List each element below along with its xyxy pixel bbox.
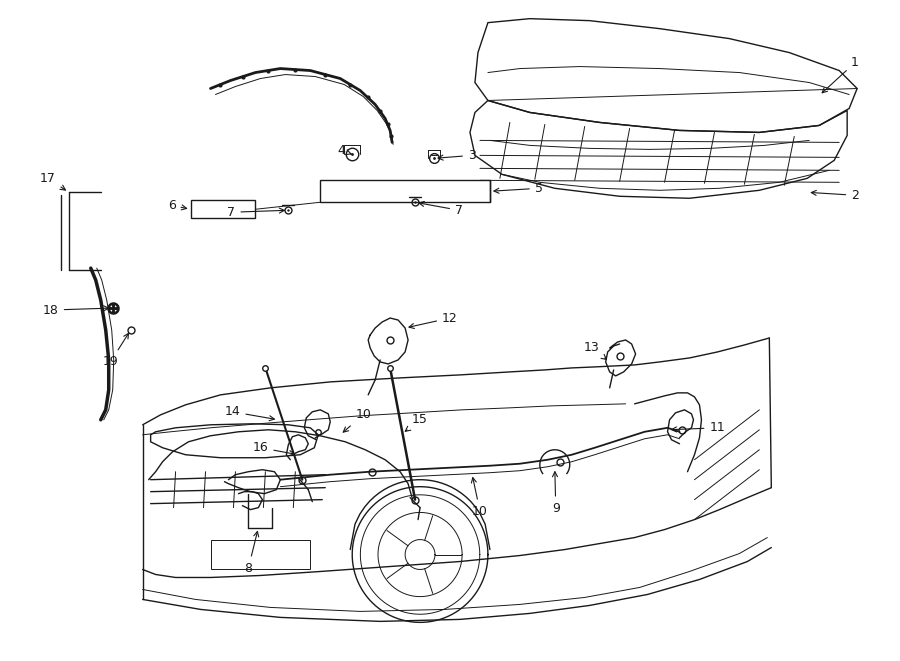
Text: 16: 16 (253, 442, 294, 455)
Text: 8: 8 (245, 531, 258, 574)
Text: 9: 9 (552, 472, 560, 515)
Text: 14: 14 (225, 405, 274, 420)
Text: 19: 19 (103, 333, 129, 368)
Text: 15: 15 (405, 413, 428, 432)
Text: 2: 2 (811, 189, 859, 202)
Text: 12: 12 (409, 311, 458, 329)
Text: 10: 10 (343, 408, 371, 432)
Bar (320, 180, 490, 202)
Text: 3: 3 (438, 149, 476, 162)
Text: 6: 6 (167, 199, 186, 212)
Text: 5: 5 (494, 182, 543, 195)
Text: 7: 7 (228, 206, 284, 219)
Text: 11: 11 (671, 421, 725, 434)
Bar (191, 200, 256, 218)
Text: 1: 1 (823, 56, 859, 93)
Text: 17: 17 (40, 172, 66, 190)
Text: 13: 13 (584, 342, 607, 360)
Text: 4: 4 (338, 144, 351, 157)
Text: 10: 10 (472, 478, 488, 518)
Bar (211, 539, 310, 570)
Text: 7: 7 (419, 202, 463, 217)
Text: 18: 18 (43, 303, 109, 317)
